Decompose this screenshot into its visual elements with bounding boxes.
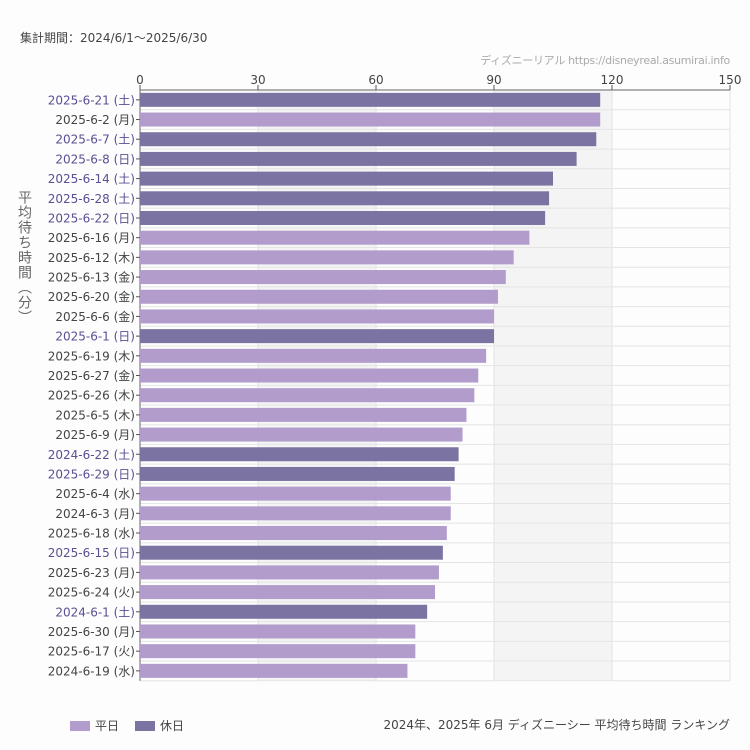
x-tick-label: 0 [136,73,144,87]
y-tick-label: 2025-6-29 (日) [48,467,135,481]
x-tick-label: 60 [368,73,383,87]
bar [140,447,459,462]
bar [140,132,597,147]
y-tick-label: 2025-6-18 (水) [48,527,135,541]
y-tick-label: 2025-6-21 (土) [48,93,135,107]
legend-label-weekday: 平日 [95,719,120,733]
bar [140,171,553,186]
bar [140,270,506,285]
bar [140,545,443,560]
bar [140,466,455,481]
y-tick-label: 2025-6-17 (火) [48,645,135,659]
bar [140,309,494,324]
y-tick-label: 2025-6-9 (月) [55,428,135,442]
y-tick-label: 2025-6-30 (月) [48,625,135,639]
y-tick-label: 2025-6-2 (月) [55,113,135,127]
bar [140,506,451,521]
y-tick-label: 2025-6-24 (火) [48,586,135,600]
y-tick-label: 2025-6-14 (土) [48,172,135,186]
bar [140,368,479,383]
y-tick-label: 2025-6-13 (金) [48,270,135,285]
x-tick-label: 90 [486,73,501,87]
bar [140,427,463,442]
period-label: 集計期間：2024/6/1〜2025/6/30 [20,31,208,45]
bar [140,191,550,206]
bar [140,644,416,659]
y-tick-label: 2025-6-1 (日) [55,330,135,344]
bar [140,230,530,245]
bar [140,624,416,639]
y-tick-label: 2025-6-8 (日) [55,152,135,166]
y-tick-label: 2025-6-12 (木) [48,251,135,265]
bar [140,92,601,107]
chart-caption: 2024年、2025年 6月 ディズニーシー 平均待ち時間 ランキング [383,718,730,732]
legend-item-holiday[interactable]: 休日 [135,717,184,734]
y-tick-label: 2025-6-4 (水) [55,487,135,501]
legend: 平日 休日 [70,717,184,734]
y-tick-label: 2024-6-3 (月) [55,507,135,521]
y-tick-label: 2025-6-20 (金) [48,289,135,304]
x-tick-label: 30 [250,73,265,87]
legend-swatch-weekday [70,720,90,731]
bar [140,151,577,166]
y-tick-label: 2024-6-19 (水) [48,664,135,678]
bar [140,663,408,678]
bar [140,210,546,225]
y-tick-label: 2025-6-15 (日) [48,546,135,560]
bar [140,388,475,403]
y-tick-label: 2025-6-19 (木) [48,349,135,363]
y-tick-label: 2025-6-7 (土) [55,133,135,147]
legend-item-weekday[interactable]: 平日 [70,717,119,734]
y-tick-label: 2025-6-27 (金) [48,368,135,383]
legend-swatch-holiday [135,720,156,731]
y-axis-title: 平均待ち時間（分） [16,190,32,325]
credit-label: ディズニーリアル https://disneyreal.asumirai.inf… [480,54,730,67]
y-tick-label: 2024-6-1 (土) [55,605,135,619]
bar [140,289,498,304]
y-tick-label: 2025-6-5 (木) [55,408,135,422]
bar [140,604,428,619]
y-tick-label: 2024-6-22 (土) [48,448,135,462]
bar [140,329,494,344]
bar [140,526,447,541]
x-tick-label: 150 [719,73,742,87]
bar [140,112,601,127]
bar [140,585,435,600]
y-tick-label: 2025-6-6 (金) [55,309,135,324]
bar [140,565,439,580]
y-tick-label: 2025-6-23 (月) [48,566,135,580]
y-tick-label: 2025-6-28 (土) [48,192,135,206]
bar [140,348,487,363]
x-tick-label: 120 [601,73,624,87]
legend-label-holiday: 休日 [160,719,185,733]
bar [140,250,514,265]
y-tick-label: 2025-6-22 (日) [48,211,135,225]
bar [140,486,451,501]
y-tick-label: 2025-6-16 (月) [48,231,135,245]
y-tick-label: 2025-6-26 (木) [48,389,135,403]
bar [140,407,467,422]
